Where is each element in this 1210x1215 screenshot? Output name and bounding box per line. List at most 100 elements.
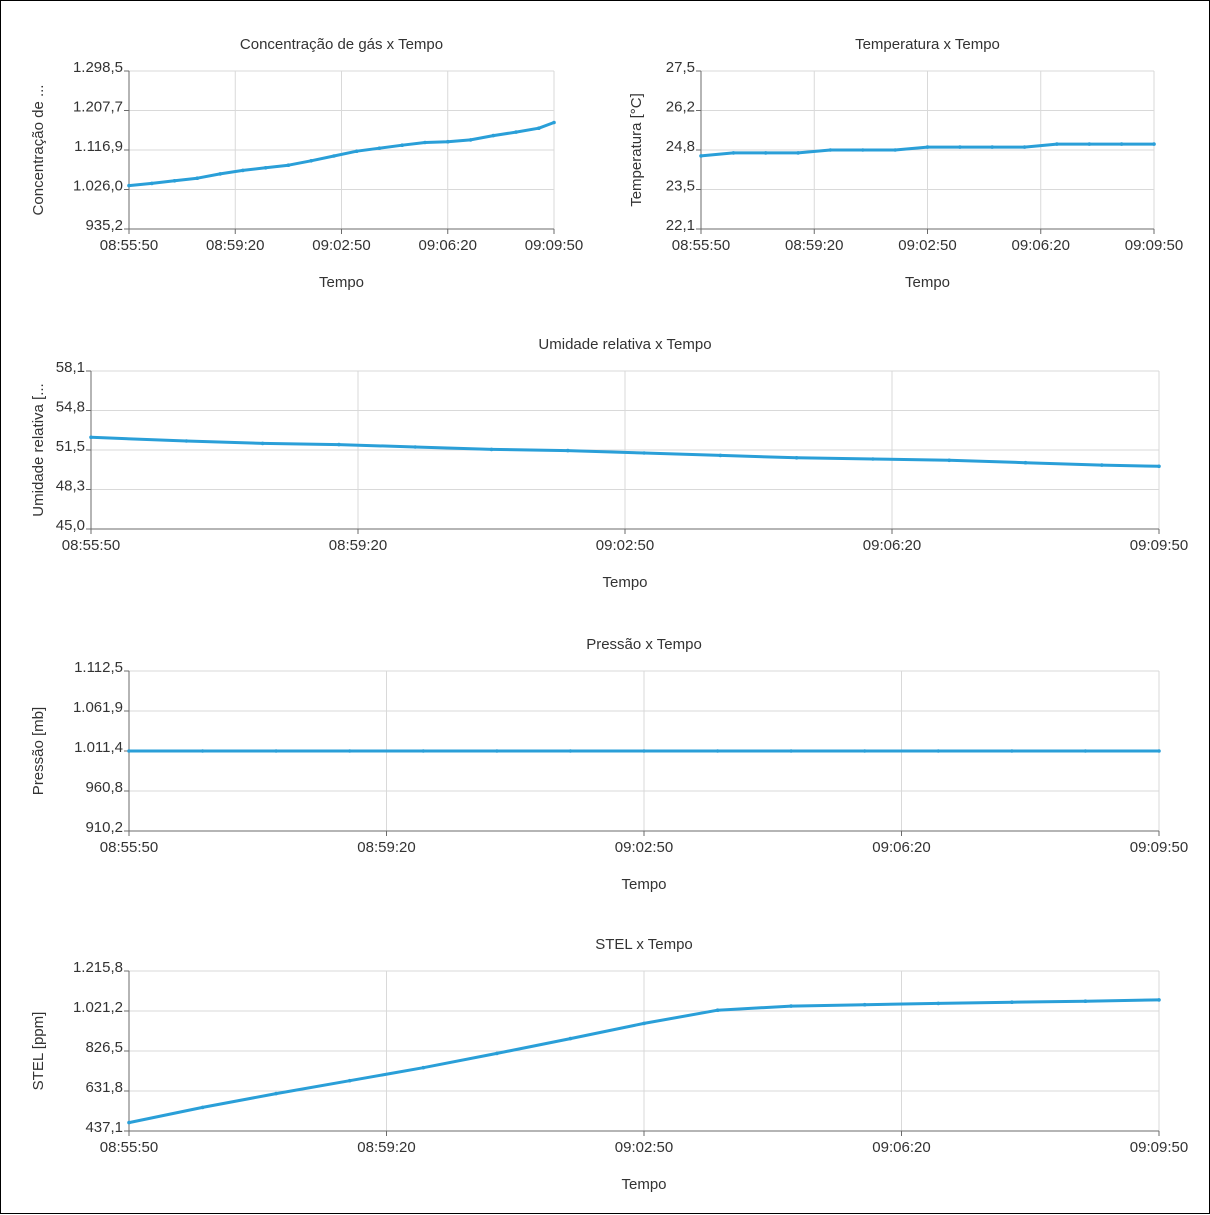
data-point [423, 140, 427, 145]
data-point [489, 447, 494, 452]
data-point [347, 749, 352, 753]
x-tick-label: 08:55:50 [100, 839, 158, 856]
x-tick-label: 08:59:20 [357, 839, 415, 856]
data-point [1022, 145, 1027, 149]
y-tick-label: 910,2 [85, 819, 123, 836]
data-point [1157, 464, 1161, 469]
y-tick-label: 1.112,5 [74, 659, 123, 676]
x-tick-label: 09:02:50 [898, 237, 956, 254]
x-tick-label: 09:09:50 [1130, 839, 1188, 856]
y-axis-title: STEL [ppm] [30, 1012, 47, 1091]
data-point [1157, 749, 1161, 753]
data-point [794, 456, 799, 460]
chart-3: 45,0 48,3 51,5 54,8 58,1 08:55:50 08:59:20 09:0… [30, 336, 1188, 591]
data-point [828, 148, 833, 152]
y-tick-label: 48,3 [56, 478, 85, 495]
data-point [421, 1065, 426, 1070]
data-point [552, 120, 556, 125]
data-point [413, 445, 418, 449]
x-tick-label: 08:55:50 [100, 237, 158, 254]
data-point [789, 1004, 793, 1008]
x-axis-title: Tempo [905, 274, 950, 291]
data-point [200, 1105, 205, 1110]
data-point [274, 749, 278, 753]
x-axis-title: Tempo [602, 574, 647, 591]
y-tick-label: 1.116,9 [74, 138, 123, 155]
data-point [1152, 142, 1156, 146]
data-point [495, 749, 499, 753]
y-tick-label: 935,2 [85, 217, 123, 234]
x-tick-label: 08:55:50 [672, 237, 730, 254]
x-tick-label: 08:59:20 [206, 237, 264, 254]
data-point [537, 126, 541, 130]
data-point [1055, 142, 1059, 146]
data-point [347, 1078, 352, 1083]
data-point [218, 172, 222, 176]
data-point [150, 181, 154, 186]
data-point [241, 168, 245, 173]
y-tick-label: 960,8 [85, 779, 123, 796]
data-point [1010, 1000, 1014, 1004]
y-tick-label: 23,5 [666, 178, 695, 195]
x-axis-title: Tempo [621, 1176, 666, 1193]
data-point [1083, 749, 1088, 753]
x-tick-label: 09:02:50 [312, 237, 370, 254]
data-point [936, 749, 941, 753]
data-point [862, 1002, 867, 1007]
y-tick-label: 51,5 [56, 438, 85, 455]
y-axis-title: Concentração de ... [30, 85, 47, 216]
chart-2: 22,1 23,5 24,8 26,2 27,5 08:55:50 08:59:20 09:0… [628, 36, 1183, 291]
y-tick-label: 1.021,2 [73, 999, 123, 1016]
x-tick-label: 09:06:20 [863, 537, 921, 554]
x-tick-label: 09:02:50 [615, 1139, 673, 1156]
data-point [354, 149, 359, 153]
data-point [715, 1008, 720, 1012]
data-point [861, 148, 865, 152]
y-axis-title: Pressão [mb] [30, 707, 47, 795]
data-point [958, 145, 962, 149]
data-point [377, 146, 382, 150]
data-point [862, 749, 867, 753]
y-tick-label: 54,8 [56, 399, 85, 416]
chart-title: STEL x Tempo [595, 936, 693, 953]
data-point [893, 148, 897, 152]
chart-5: 437,1 631,8 826,5 1.021,2 1.215,8 08:55:50 08:… [30, 936, 1188, 1193]
x-axis-title: Tempo [319, 274, 364, 291]
y-tick-label: 45,0 [56, 517, 85, 534]
y-tick-label: 58,1 [56, 359, 85, 376]
y-tick-label: 1.215,8 [73, 959, 123, 976]
data-point [1023, 460, 1028, 465]
data-point [568, 749, 573, 753]
x-tick-label: 09:06:20 [419, 237, 477, 254]
y-tick-label: 1.011,4 [74, 739, 123, 756]
data-point [718, 453, 723, 458]
data-point [200, 749, 205, 753]
data-point [1087, 142, 1092, 146]
y-tick-label: 631,8 [85, 1079, 123, 1096]
x-tick-label: 08:59:20 [329, 537, 387, 554]
data-point [715, 749, 720, 753]
data-point [263, 166, 268, 170]
y-tick-label: 24,8 [666, 138, 695, 155]
chart-title: Concentração de gás x Tempo [240, 36, 443, 53]
x-tick-label: 08:59:20 [785, 237, 843, 254]
data-point [400, 143, 405, 147]
data-point [421, 749, 426, 753]
data-point [274, 1091, 278, 1096]
data-point [789, 749, 793, 753]
x-tick-label: 09:09:50 [1125, 237, 1183, 254]
x-tick-label: 08:55:50 [100, 1139, 158, 1156]
data-point [127, 183, 131, 188]
data-point [936, 1001, 941, 1006]
data-point [1119, 142, 1124, 146]
x-tick-label: 09:06:20 [872, 1139, 930, 1156]
data-point [468, 138, 473, 142]
data-point [172, 179, 177, 183]
y-tick-label: 26,2 [666, 99, 695, 116]
x-tick-label: 09:02:50 [615, 839, 673, 856]
y-tick-label: 22,1 [666, 217, 695, 234]
data-point [947, 458, 951, 463]
data-point [699, 154, 703, 158]
data-point [990, 145, 994, 149]
